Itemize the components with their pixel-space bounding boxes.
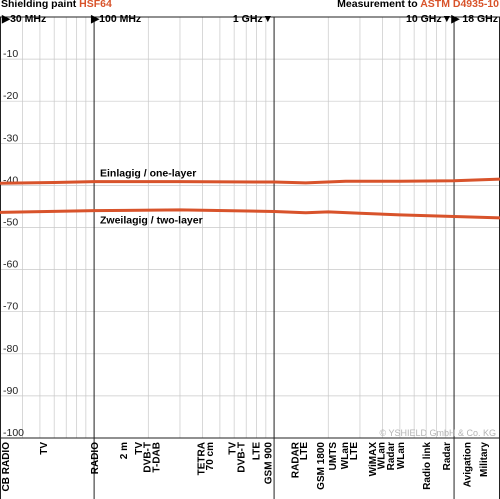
header-product: HSF64 [79, 0, 112, 10]
copyright-text: © YSHIELD GmbH & Co. KG [380, 428, 497, 438]
band-label: T-DAB [152, 442, 163, 473]
x-marker-label: 1 GHz▼ [233, 13, 273, 25]
x-marker-label: ▶30 MHz [1, 13, 46, 25]
band-label: UMTS [328, 442, 339, 471]
series-label: Zweilagig / two-layer [100, 215, 203, 227]
x-marker-label: ▶ 18 GHz [450, 13, 498, 25]
band-label: TETRA [197, 442, 208, 475]
x-marker-label: 10 GHz▼ [406, 13, 452, 25]
series-label: Einlagig / one-layer [100, 168, 196, 180]
band-label: TV [39, 442, 50, 455]
y-tick-label: -60 [3, 259, 18, 271]
band-label: LTE [349, 442, 360, 460]
band-label: RADAR [291, 441, 302, 478]
band-label: DVB-T [142, 442, 153, 473]
header-standard: ASTM D4935-10 [420, 0, 499, 10]
series-line [0, 208, 500, 220]
y-tick-label: -70 [3, 301, 18, 313]
y-tick-label: -80 [3, 343, 18, 355]
band-label: 70 cm [205, 442, 216, 470]
y-tick-label: -10 [3, 48, 18, 60]
series-line [0, 177, 500, 185]
band-label: CB RADIO [1, 442, 12, 492]
y-tick-label: -30 [3, 132, 18, 144]
y-tick-label: -20 [3, 90, 18, 102]
y-tick-label: -90 [3, 385, 18, 397]
header-title: Shielding paint HSF64 [1, 0, 112, 10]
header-measurement-prefix: Measurement to [337, 0, 421, 10]
band-label: TV [228, 442, 239, 455]
band-label: LTE [252, 442, 263, 460]
band-label: GSM 1800 [316, 442, 327, 490]
band-label: GSM 900 [264, 442, 275, 485]
band-label: WLan [377, 442, 388, 469]
band-label: TV [134, 442, 145, 455]
y-tick-label: -50 [3, 217, 18, 229]
band-label: WiMAX [368, 442, 379, 477]
band-label: DVB-T [236, 442, 247, 473]
band-label: Avigation [462, 442, 473, 487]
band-label: 2 m [119, 442, 130, 459]
band-label: WLan [396, 442, 407, 469]
band-label: Radar [386, 442, 397, 470]
band-label: WLan [340, 442, 351, 469]
band-label: Radio link [422, 442, 433, 490]
band-label: Military [479, 442, 490, 477]
header-measurement: Measurement to ASTM D4935-10 [337, 0, 499, 10]
x-marker-label: ▶100 MHz [90, 13, 141, 25]
header-title-prefix: Shielding paint [1, 0, 80, 10]
y-tick-label: -100 [3, 427, 24, 439]
band-label: LTE [299, 442, 310, 460]
band-label: Radar [442, 442, 453, 470]
band-label: RADIO [90, 442, 101, 474]
